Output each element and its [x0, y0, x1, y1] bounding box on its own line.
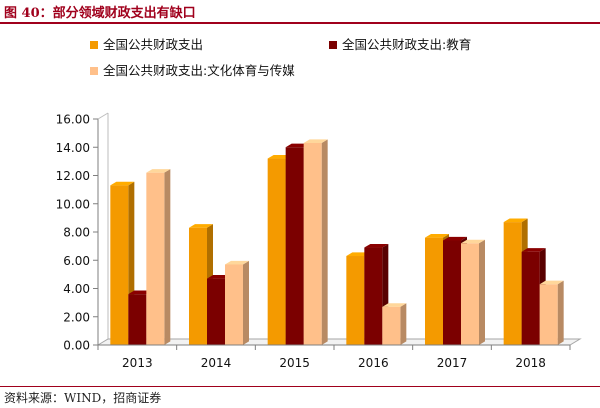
bar-2016-series-3 — [382, 303, 407, 345]
title-rule — [0, 22, 600, 24]
y-tick-label: 4.00 — [63, 282, 90, 296]
x-axis: 2013 2014 2015 2016 2017 2018 — [97, 344, 571, 370]
x-tick-label: 2016 — [358, 356, 389, 370]
legend-label-2: 全国公共财政支出:教育 — [342, 37, 471, 52]
legend-label-3: 全国公共财政支出:文化体育与传媒 — [103, 63, 295, 78]
y-tick-label: 2.00 — [63, 310, 90, 324]
y-tick-label: 16.00 — [56, 113, 90, 127]
x-tick-label: 2013 — [122, 356, 153, 370]
y-tick-label: 12.00 — [56, 169, 90, 183]
wall-edge — [97, 112, 109, 120]
legend-label-1: 全国公共财政支出 — [103, 37, 203, 52]
bar-2017-series-3 — [461, 239, 485, 345]
x-tick-label: 2017 — [437, 356, 468, 370]
legend-swatch-1 — [90, 41, 98, 49]
source-note: 资料来源：WIND，招商证券 — [4, 391, 162, 405]
bar-2014-series-3 — [225, 260, 249, 345]
y-tick-label: 8.00 — [63, 226, 90, 240]
source-rule — [0, 386, 600, 387]
bars — [110, 139, 564, 345]
x-tick-label: 2018 — [515, 356, 546, 370]
bar-2018-series-3 — [539, 280, 564, 345]
bar-2013-series-3 — [146, 169, 171, 345]
y-tick-label: 6.00 — [63, 254, 90, 268]
y-tick-label: 14.00 — [56, 141, 90, 155]
legend-swatch-3 — [90, 67, 98, 75]
y-tick-label: 10.00 — [56, 197, 90, 211]
y-axis: 0.00 2.00 4.00 6.00 8.00 10.00 12.00 14.00 16.00 — [56, 113, 98, 353]
legend-swatch-2 — [329, 41, 337, 49]
figure-title: 图 40：部分领域财政支出有缺口 — [4, 6, 196, 21]
x-tick-label: 2015 — [279, 356, 310, 370]
x-tick-label: 2014 — [201, 356, 232, 370]
bar-2015-series-3 — [303, 139, 328, 345]
y-tick-label: 0.00 — [63, 339, 90, 353]
